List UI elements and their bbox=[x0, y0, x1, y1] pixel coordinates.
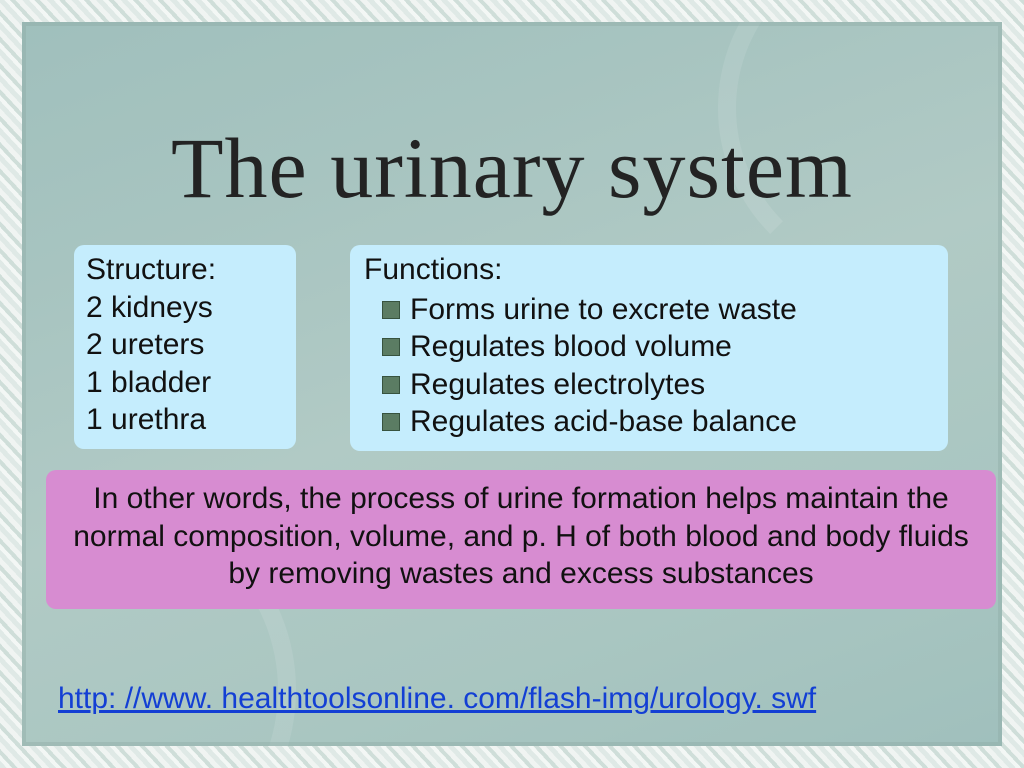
functions-item: Regulates blood volume bbox=[364, 328, 934, 366]
structure-item: 1 bladder bbox=[86, 366, 211, 399]
bullet-icon bbox=[382, 301, 400, 319]
bullet-icon bbox=[382, 413, 400, 431]
structure-item: 2 ureters bbox=[86, 328, 204, 361]
structure-heading: Structure: bbox=[86, 251, 284, 289]
functions-item-label: Forms urine to excrete waste bbox=[410, 291, 797, 329]
summary-text: In other words, the process of urine for… bbox=[73, 482, 969, 590]
functions-box: Functions: Forms urine to excrete waste … bbox=[350, 245, 948, 451]
slide: The urinary system Structure: 2 kidneys … bbox=[0, 0, 1024, 768]
functions-heading: Functions: bbox=[364, 251, 934, 289]
functions-item: Forms urine to excrete waste bbox=[364, 291, 934, 329]
structure-box: Structure: 2 kidneys 2 ureters 1 bladder… bbox=[74, 245, 296, 449]
functions-item-label: Regulates electrolytes bbox=[410, 366, 705, 404]
functions-item-label: Regulates blood volume bbox=[410, 328, 732, 366]
link-text[interactable]: http: //www. healthtoolsonline. com/flas… bbox=[58, 682, 816, 715]
summary-box: In other words, the process of urine for… bbox=[46, 470, 996, 609]
functions-item: Regulates acid-base balance bbox=[364, 403, 934, 441]
bullet-icon bbox=[382, 338, 400, 356]
external-link[interactable]: http: //www. healthtoolsonline. com/flas… bbox=[58, 682, 816, 716]
functions-item: Regulates electrolytes bbox=[364, 366, 934, 404]
structure-item: 1 urethra bbox=[86, 403, 206, 436]
functions-item-label: Regulates acid-base balance bbox=[410, 403, 797, 441]
structure-item: 2 kidneys bbox=[86, 291, 213, 324]
bullet-icon bbox=[382, 376, 400, 394]
page-title: The urinary system bbox=[0, 118, 1024, 218]
